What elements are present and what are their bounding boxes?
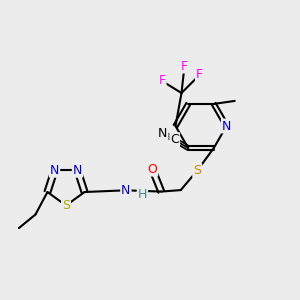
Text: C: C: [170, 133, 179, 146]
Text: S: S: [193, 164, 201, 177]
Text: F: F: [181, 59, 188, 73]
Text: N: N: [121, 184, 130, 197]
Text: N: N: [158, 127, 167, 140]
Text: N: N: [73, 164, 82, 177]
Text: H: H: [138, 188, 147, 201]
Text: O: O: [147, 163, 157, 176]
Text: N: N: [222, 119, 231, 133]
Text: F: F: [158, 74, 166, 88]
Text: N: N: [50, 164, 59, 177]
Text: S: S: [62, 199, 70, 212]
Text: F: F: [196, 68, 203, 82]
